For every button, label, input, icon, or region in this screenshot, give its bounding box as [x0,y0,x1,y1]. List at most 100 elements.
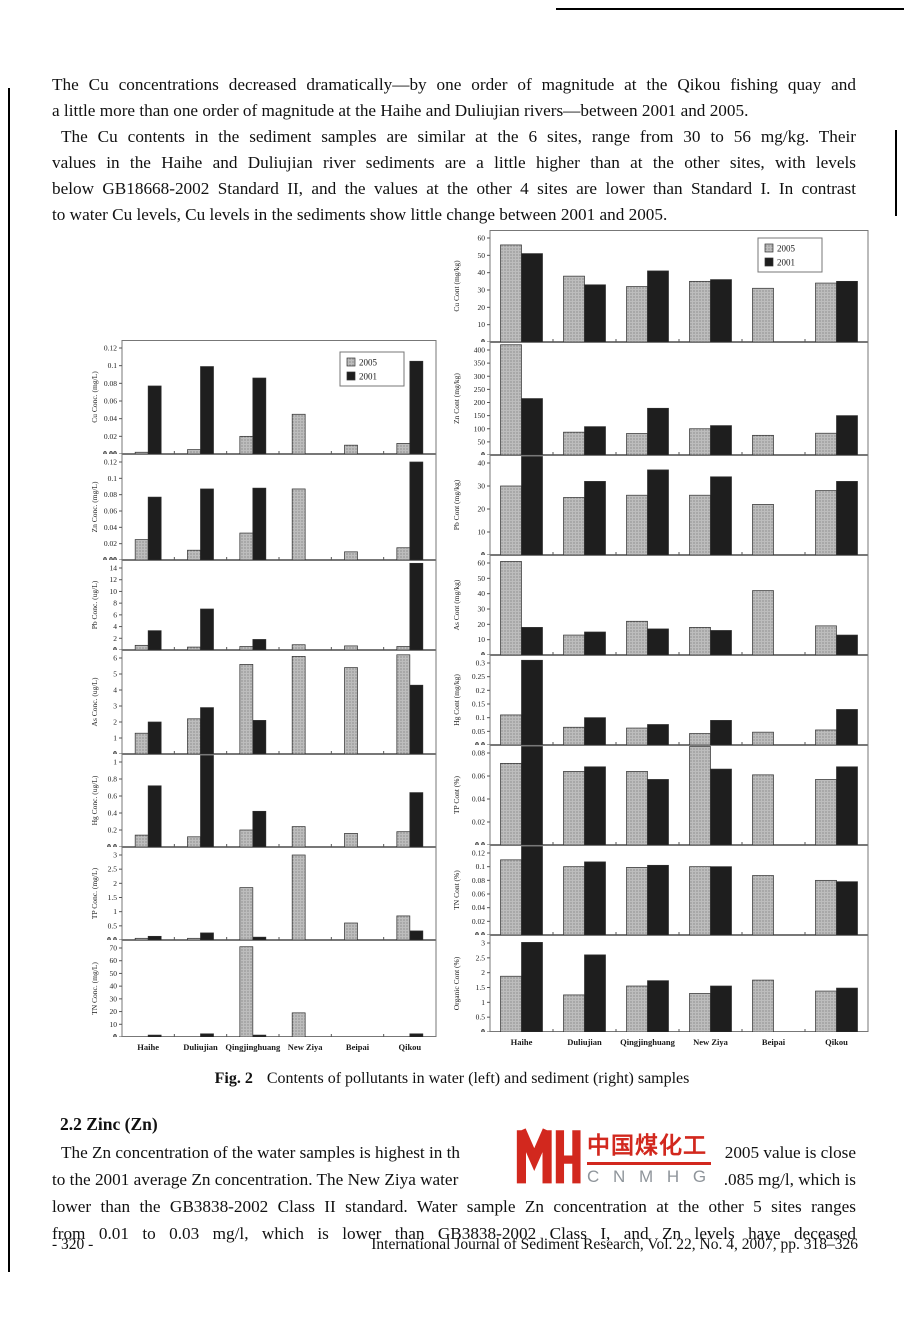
svg-text:60: 60 [478,234,486,243]
section-zinc: 2.2 Zinc (Zn) The Zn concentration of th… [52,1100,856,1247]
chart-panel-organic-sediment: 0 0.5 1 1.5 2 2.5 3 Organic Cont (%) [452,935,869,1033]
scan-artifact-top-line [556,8,904,10]
svg-text:2: 2 [113,879,117,888]
figure-caption-text: Contents of pollutants in water (left) a… [266,1070,690,1087]
svg-text:Zn Conc. (mg/L): Zn Conc. (mg/L) [90,481,99,533]
x-axis-labels: Haihe Duliujian Qingjinghuang New Ziya Beipa… [137,1042,421,1052]
svg-text:6: 6 [113,610,117,619]
svg-text:12: 12 [110,575,118,584]
water-chart-column: 0.00 0.02 0.04 0.06 0.08 0.1 0.12 Cu Conc. (mg/… [88,340,438,1059]
chart-legend: 2005 2001 [339,351,405,387]
svg-text:0.05: 0.05 [472,727,485,736]
svg-text:Cu Cont (mg/kg): Cu Cont (mg/kg) [452,260,461,312]
svg-text:1: 1 [113,907,117,916]
svg-text:Duliujian: Duliujian [183,1042,218,1052]
svg-text:Qingjinghuang: Qingjinghuang [620,1037,676,1047]
svg-text:Qingjinghuang: Qingjinghuang [225,1042,281,1052]
svg-text:4: 4 [113,622,117,631]
svg-text:Beipai: Beipai [346,1042,370,1052]
svg-text:0.00: 0.00 [103,556,117,561]
svg-text:0.0: 0.0 [475,741,485,746]
svg-text:0.08: 0.08 [472,876,485,885]
figure-caption-label: Fig. 2 [214,1070,253,1087]
svg-text:40: 40 [110,982,118,991]
chart-panel-as-water: 0 1 2 3 4 5 6 As Conc. (ug/L) [90,650,437,755]
paragraph-line: to water Cu levels, Cu levels in the sed… [52,205,668,224]
svg-text:0: 0 [481,551,485,556]
svg-text:0.12: 0.12 [104,344,117,353]
cnmhg-logo-icon [516,1128,581,1184]
sediment-chart-column: 0 10 20 30 40 50 60 Cu Cont (mg/kg) 2005 2001 0 50 1… [450,230,870,1054]
svg-text:0.06: 0.06 [472,772,485,781]
svg-text:0: 0 [481,1028,485,1033]
line-fragment: .085 mg/l, which is [723,1170,856,1189]
svg-text:Haihe: Haihe [511,1037,533,1047]
svg-text:6: 6 [113,654,117,663]
page-footer: - 320 - International Journal of Sedimen… [52,1236,858,1254]
svg-text:0.2: 0.2 [476,686,486,695]
svg-text:0: 0 [113,646,117,651]
svg-text:0.15: 0.15 [472,700,485,709]
svg-text:0.1: 0.1 [108,474,118,483]
svg-text:0.02: 0.02 [472,818,485,827]
paragraph-line: below GB18668-2002 Standard II, and the … [52,179,856,198]
paragraph-line: values in the Haihe and Duliujian river … [52,153,856,172]
svg-text:0.04: 0.04 [472,903,485,912]
chart-panel-hg-water: 0.0 0.2 0.4 0.6 0.8 1 Hg Conc. (ug/L) [90,754,437,847]
line-fragment: The Zn concentration of the water sample… [61,1143,461,1162]
svg-text:0.0: 0.0 [107,936,117,941]
paragraph-line: lower than the GB3838-2002 Class II stan… [52,1197,856,1216]
svg-text:30: 30 [110,994,118,1003]
svg-text:Beipai: Beipai [762,1037,786,1047]
figure-caption: Fig. 2 Contents of pollutants in water (l… [0,1070,904,1088]
watermark-latin-text: C N M H G [587,1167,711,1186]
section-heading: 2.2 Zinc (Zn) [60,1114,158,1134]
svg-text:0: 0 [113,1033,117,1038]
svg-text:20: 20 [478,505,486,514]
svg-text:2005: 2005 [359,358,378,368]
svg-text:As Cont (mg/kg): As Cont (mg/kg) [452,579,461,630]
svg-text:3: 3 [481,939,485,948]
svg-text:3: 3 [113,851,117,860]
svg-text:1: 1 [113,758,117,767]
paragraph-cu-sediment: The Cu contents in the sediment samples … [52,124,856,228]
chart-panel-as-sediment: 0 10 20 30 40 50 60 As Cont (mg/kg) [452,555,869,656]
svg-text:0.4: 0.4 [108,809,118,818]
svg-text:0.0: 0.0 [475,931,485,936]
svg-text:50: 50 [478,251,486,260]
svg-text:14: 14 [110,564,118,573]
svg-text:10: 10 [478,320,486,329]
svg-text:Hg Cont (mg/kg): Hg Cont (mg/kg) [452,674,461,726]
svg-text:20: 20 [478,620,486,629]
chart-panel-tp-water: 0.0 0.5 1 1.5 2 2.5 3 TP Conc. (mg/L) [90,847,437,941]
svg-text:40: 40 [478,589,486,598]
svg-text:TP Conc. (mg/L): TP Conc. (mg/L) [90,867,99,919]
svg-text:TN Cont (%): TN Cont (%) [452,870,461,910]
svg-text:0: 0 [481,651,485,656]
x-axis-labels: Haihe Duliujian Qingjinghuang New Ziya Beipa… [511,1037,848,1047]
svg-text:10: 10 [110,1020,118,1029]
svg-text:50: 50 [478,574,486,583]
svg-text:Pb Cont (mg/kg): Pb Cont (mg/kg) [452,479,461,530]
chart-panel-pb-water: 0 2 4 6 8 10 12 14 Pb Conc. (ug/L) [90,560,437,651]
chart-panel-hg-sediment: 0.0 0.05 0.1 0.15 0.2 0.25 0.3 Hg Cont (mg/kg) [452,655,869,746]
svg-text:0.1: 0.1 [476,862,486,871]
svg-text:3: 3 [113,702,117,711]
svg-text:400: 400 [474,346,486,355]
svg-text:Hg Conc. (ug/L): Hg Conc. (ug/L) [90,775,99,825]
svg-text:2001: 2001 [777,258,795,268]
chart-panel-tp-sediment: 0.0 0.02 0.04 0.06 0.08 TP Cont (%) [452,745,869,845]
svg-text:Organic Cont (%): Organic Cont (%) [452,956,461,1010]
svg-text:1.5: 1.5 [476,983,486,992]
svg-text:60: 60 [478,559,486,568]
svg-text:250: 250 [474,385,486,394]
svg-text:0.02: 0.02 [104,432,117,441]
svg-text:0.25: 0.25 [472,672,485,681]
svg-text:0: 0 [481,451,485,456]
paragraph-cu-water: The Cu concentrations decreased dramatic… [52,72,856,124]
svg-text:350: 350 [474,359,486,368]
svg-text:0: 0 [113,750,117,755]
svg-text:10: 10 [478,635,486,644]
svg-text:0.06: 0.06 [104,397,117,406]
